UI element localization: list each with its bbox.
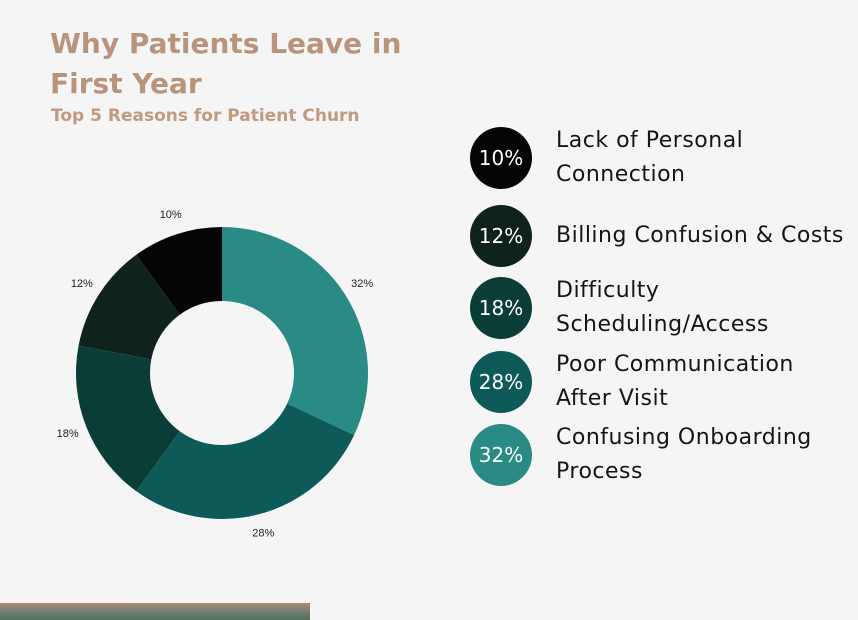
legend-item: 32% Confusing Onboarding Process: [470, 423, 858, 487]
legend-item: 12% Billing Confusion & Costs: [470, 204, 858, 268]
legend-item: 18% Difficulty Scheduling/Access: [470, 276, 858, 340]
chart-subtitle: Top 5 Reasons for Patient Churn: [51, 106, 360, 126]
legend-badge: 32%: [470, 424, 532, 486]
donut-slice: [78, 254, 180, 360]
legend-label: Billing Confusion & Costs: [556, 223, 844, 248]
decor-strip: [0, 603, 310, 620]
legend-item: 10% Lack of Personal Connection: [470, 126, 858, 190]
chart-title: Why Patients Leave in First Year: [50, 27, 402, 100]
legend-label: Difficulty Scheduling/Access: [556, 278, 769, 337]
legend-badge: 28%: [470, 351, 532, 413]
legend-label: Lack of Personal Connection: [556, 128, 744, 187]
donut-slice: [136, 403, 355, 519]
donut-slice: [136, 227, 222, 315]
legend-badge: 12%: [470, 205, 532, 267]
data-label: 18%: [57, 428, 79, 440]
legend-label: Poor Communication After Visit: [556, 352, 794, 411]
data-label: 28%: [252, 528, 274, 540]
donut-chart: 32% 28% 18% 12% 10%: [57, 209, 374, 540]
data-label: 12%: [71, 278, 93, 290]
legend-badge: 10%: [470, 127, 532, 189]
donut-slice: [75, 345, 180, 492]
data-label: 32%: [351, 278, 373, 290]
legend-badge: 18%: [470, 277, 532, 339]
legend-label: Confusing Onboarding Process: [556, 425, 812, 484]
data-label: 10%: [160, 209, 182, 221]
legend-item: 28% Poor Communication After Visit: [470, 350, 858, 414]
donut-slice: [222, 227, 368, 436]
